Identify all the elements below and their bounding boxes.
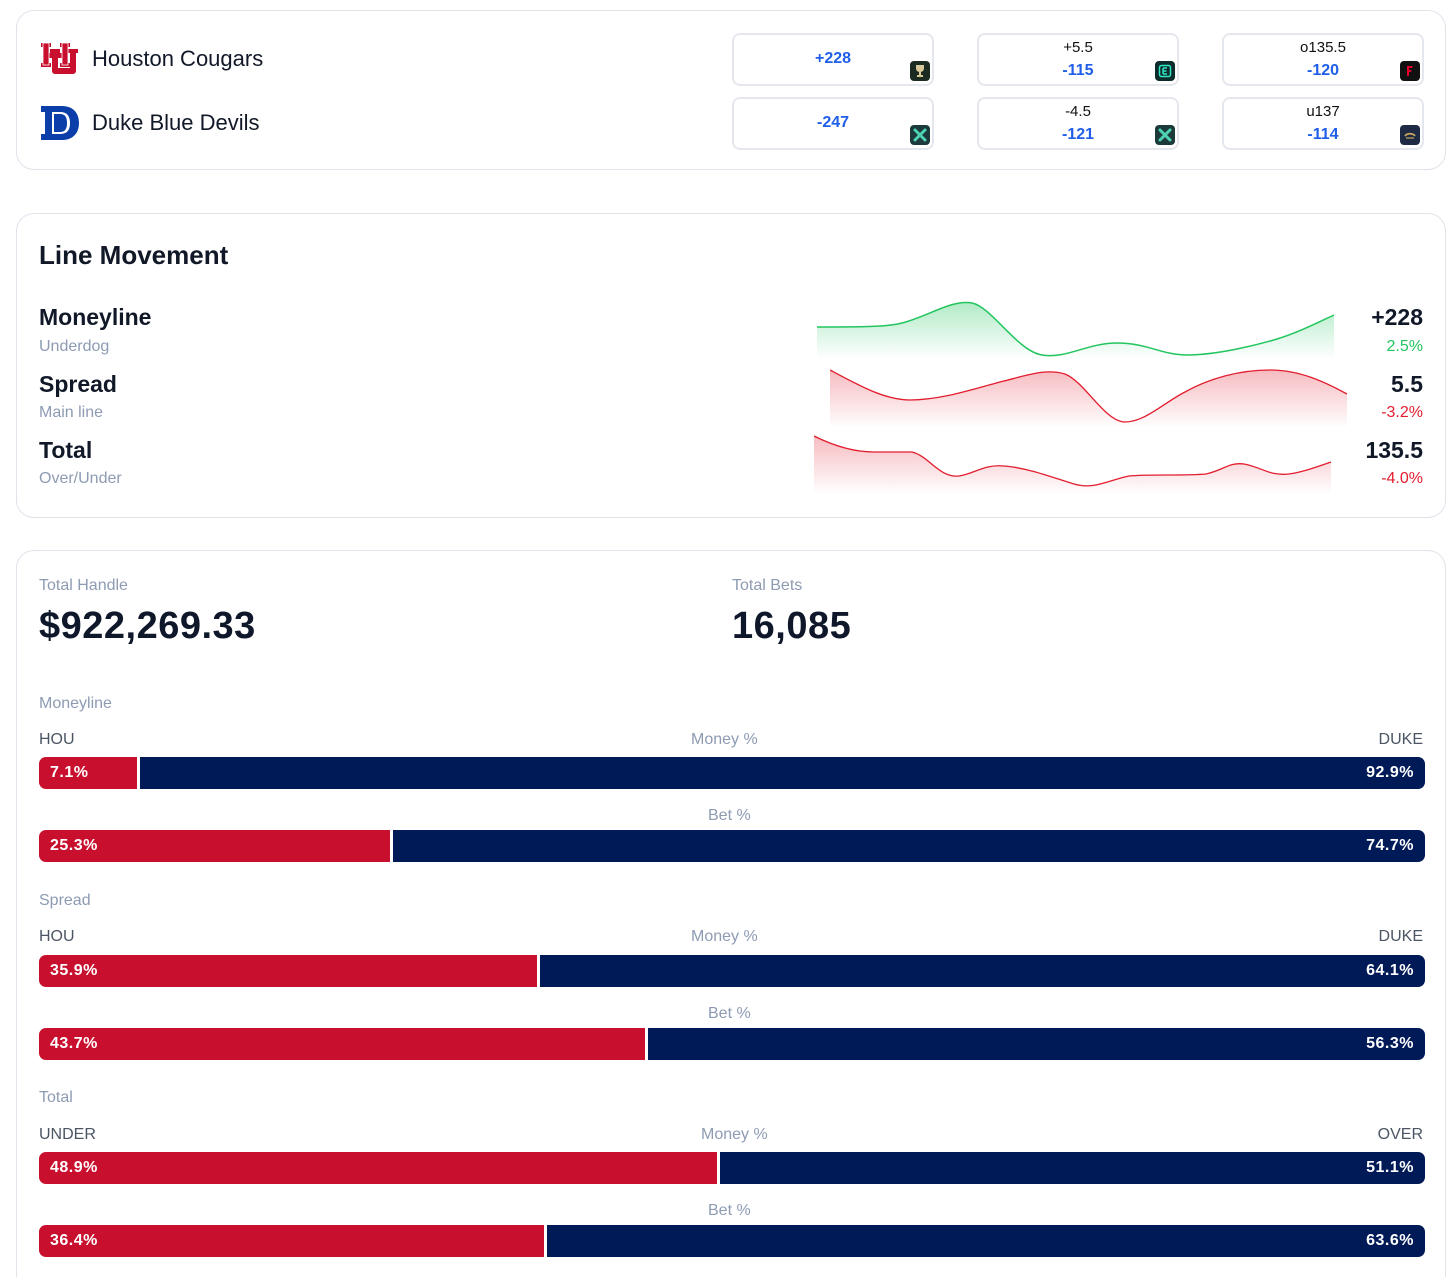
odds-spread-away[interactable]: -4.5 -121 bbox=[977, 97, 1179, 150]
bar-left-pct: 48.9% bbox=[50, 1159, 98, 1176]
odds-price: -247 bbox=[816, 114, 850, 131]
split-left-team: HOU bbox=[39, 731, 75, 748]
bar-right-pct: 56.3% bbox=[1366, 1035, 1414, 1052]
split-group-total: Total bbox=[39, 1089, 73, 1106]
movement-label-moneyline: Moneyline bbox=[39, 304, 152, 330]
movement-value-moneyline: +228 bbox=[1371, 304, 1423, 330]
bar-right-pct: 64.1% bbox=[1366, 962, 1414, 979]
bar-right-pct: 92.9% bbox=[1366, 764, 1414, 781]
bar-right-segment: 74.7% bbox=[392, 830, 1425, 862]
moneyline-sparkline bbox=[817, 301, 1335, 359]
e-book-icon bbox=[1155, 61, 1175, 81]
odds-line: -4.5 bbox=[1065, 103, 1091, 120]
odds-line: o135.5 bbox=[1300, 39, 1346, 56]
spread-money-bar: 35.9% 64.1% bbox=[39, 955, 1425, 987]
odds-price: +228 bbox=[814, 50, 852, 67]
split-right-side: OVER bbox=[1377, 1126, 1423, 1143]
movement-value-total: 135.5 bbox=[1365, 437, 1423, 463]
bar-right-pct: 74.7% bbox=[1366, 837, 1414, 854]
movement-pct-total: -4.0% bbox=[1381, 470, 1423, 487]
movement-value-spread: 5.5 bbox=[1391, 371, 1423, 397]
movement-label-spread: Spread bbox=[39, 371, 117, 397]
movement-sub-spread: Main line bbox=[39, 404, 104, 421]
movement-sub-total: Over/Under bbox=[39, 470, 122, 487]
spread-sparkline bbox=[830, 369, 1348, 428]
bar-right-segment: 56.3% bbox=[647, 1028, 1425, 1060]
money-pct-label: Money % bbox=[701, 1126, 768, 1143]
split-right-team: DUKE bbox=[1378, 928, 1423, 945]
section-title: Line Movement bbox=[39, 240, 229, 270]
bar-left-segment: 7.1% bbox=[39, 757, 138, 789]
odds-card: Houston Cougars Duke Blue Devils +228 -2… bbox=[16, 10, 1446, 170]
odds-price: -121 bbox=[1061, 126, 1095, 143]
odds-spread-home[interactable]: +5.5 -115 bbox=[977, 33, 1179, 86]
bar-left-pct: 35.9% bbox=[50, 962, 98, 979]
odds-line: u137 bbox=[1306, 103, 1340, 120]
team-row-away: Duke Blue Devils bbox=[39, 101, 260, 145]
split-right-team: DUKE bbox=[1378, 731, 1423, 748]
bar-left-segment: 36.4% bbox=[39, 1225, 544, 1257]
odds-moneyline-home[interactable]: +228 bbox=[732, 33, 934, 86]
movement-pct-spread: -3.2% bbox=[1381, 404, 1423, 421]
bar-right-pct: 63.6% bbox=[1366, 1232, 1414, 1249]
moneyline-bet-bar: 25.3% 74.7% bbox=[39, 830, 1425, 862]
duke-d-logo bbox=[39, 103, 81, 143]
bar-left-pct: 7.1% bbox=[50, 764, 89, 781]
bet-pct-label: Bet % bbox=[708, 1202, 751, 1219]
houston-uh-logo bbox=[39, 39, 81, 79]
caesars-book-icon bbox=[1400, 125, 1420, 145]
bar-left-segment: 48.9% bbox=[39, 1152, 717, 1184]
total-handle-value: $922,269.33 bbox=[39, 605, 256, 647]
odds-line: +5.5 bbox=[1063, 39, 1093, 56]
bet-pct-label: Bet % bbox=[708, 1005, 751, 1022]
team-name-home: Houston Cougars bbox=[92, 46, 264, 71]
money-pct-label: Money % bbox=[691, 731, 758, 748]
bet-pct-label: Bet % bbox=[708, 807, 751, 824]
team-row-home: Houston Cougars bbox=[39, 37, 263, 81]
spread-bet-bar: 43.7% 56.3% bbox=[39, 1028, 1425, 1060]
bar-right-segment: 51.1% bbox=[719, 1152, 1425, 1184]
moneyline-money-bar: 7.1% 92.9% bbox=[39, 757, 1425, 789]
split-group-moneyline: Moneyline bbox=[39, 695, 112, 712]
bar-left-segment: 25.3% bbox=[39, 830, 390, 862]
fanatics-book-icon bbox=[1400, 61, 1420, 81]
odds-price: -120 bbox=[1306, 62, 1340, 79]
bar-left-pct: 36.4% bbox=[50, 1232, 98, 1249]
total-bet-bar: 36.4% 63.6% bbox=[39, 1225, 1425, 1257]
total-handle-label: Total Handle bbox=[39, 577, 128, 594]
bar-right-segment: 92.9% bbox=[140, 757, 1425, 789]
trophy-book-icon bbox=[910, 61, 930, 81]
line-movement-card: Line Movement Moneyline Underdog +228 2.… bbox=[16, 213, 1446, 518]
bar-left-pct: 43.7% bbox=[50, 1035, 98, 1052]
split-left-team: HOU bbox=[39, 928, 75, 945]
movement-label-total: Total bbox=[39, 437, 93, 463]
total-bets-label: Total Bets bbox=[732, 577, 803, 594]
split-group-spread: Spread bbox=[39, 892, 91, 909]
bar-right-pct: 51.1% bbox=[1366, 1159, 1414, 1176]
bar-left-pct: 25.3% bbox=[50, 837, 98, 854]
movement-sub-moneyline: Underdog bbox=[39, 338, 110, 355]
x-book-icon bbox=[910, 125, 930, 145]
odds-total-under[interactable]: u137 -114 bbox=[1222, 97, 1424, 150]
total-money-bar: 48.9% 51.1% bbox=[39, 1152, 1425, 1184]
bar-left-segment: 43.7% bbox=[39, 1028, 645, 1060]
betting-splits-card: Total Handle $922,269.33 Total Bets 16,0… bbox=[16, 550, 1446, 1277]
odds-price: -114 bbox=[1307, 126, 1339, 143]
odds-price: -115 bbox=[1062, 62, 1094, 79]
bar-right-segment: 63.6% bbox=[546, 1225, 1425, 1257]
movement-pct-moneyline: 2.5% bbox=[1386, 338, 1423, 355]
money-pct-label: Money % bbox=[691, 928, 758, 945]
odds-moneyline-away[interactable]: -247 bbox=[732, 97, 934, 150]
split-left-side: UNDER bbox=[39, 1126, 96, 1143]
total-bets-value: 16,085 bbox=[732, 605, 852, 647]
x-book-icon bbox=[1155, 125, 1175, 145]
bar-left-segment: 35.9% bbox=[39, 955, 537, 987]
bar-right-segment: 64.1% bbox=[539, 955, 1425, 987]
team-name-away: Duke Blue Devils bbox=[92, 110, 260, 135]
odds-total-over[interactable]: o135.5 -120 bbox=[1222, 33, 1424, 86]
total-sparkline bbox=[814, 435, 1332, 494]
